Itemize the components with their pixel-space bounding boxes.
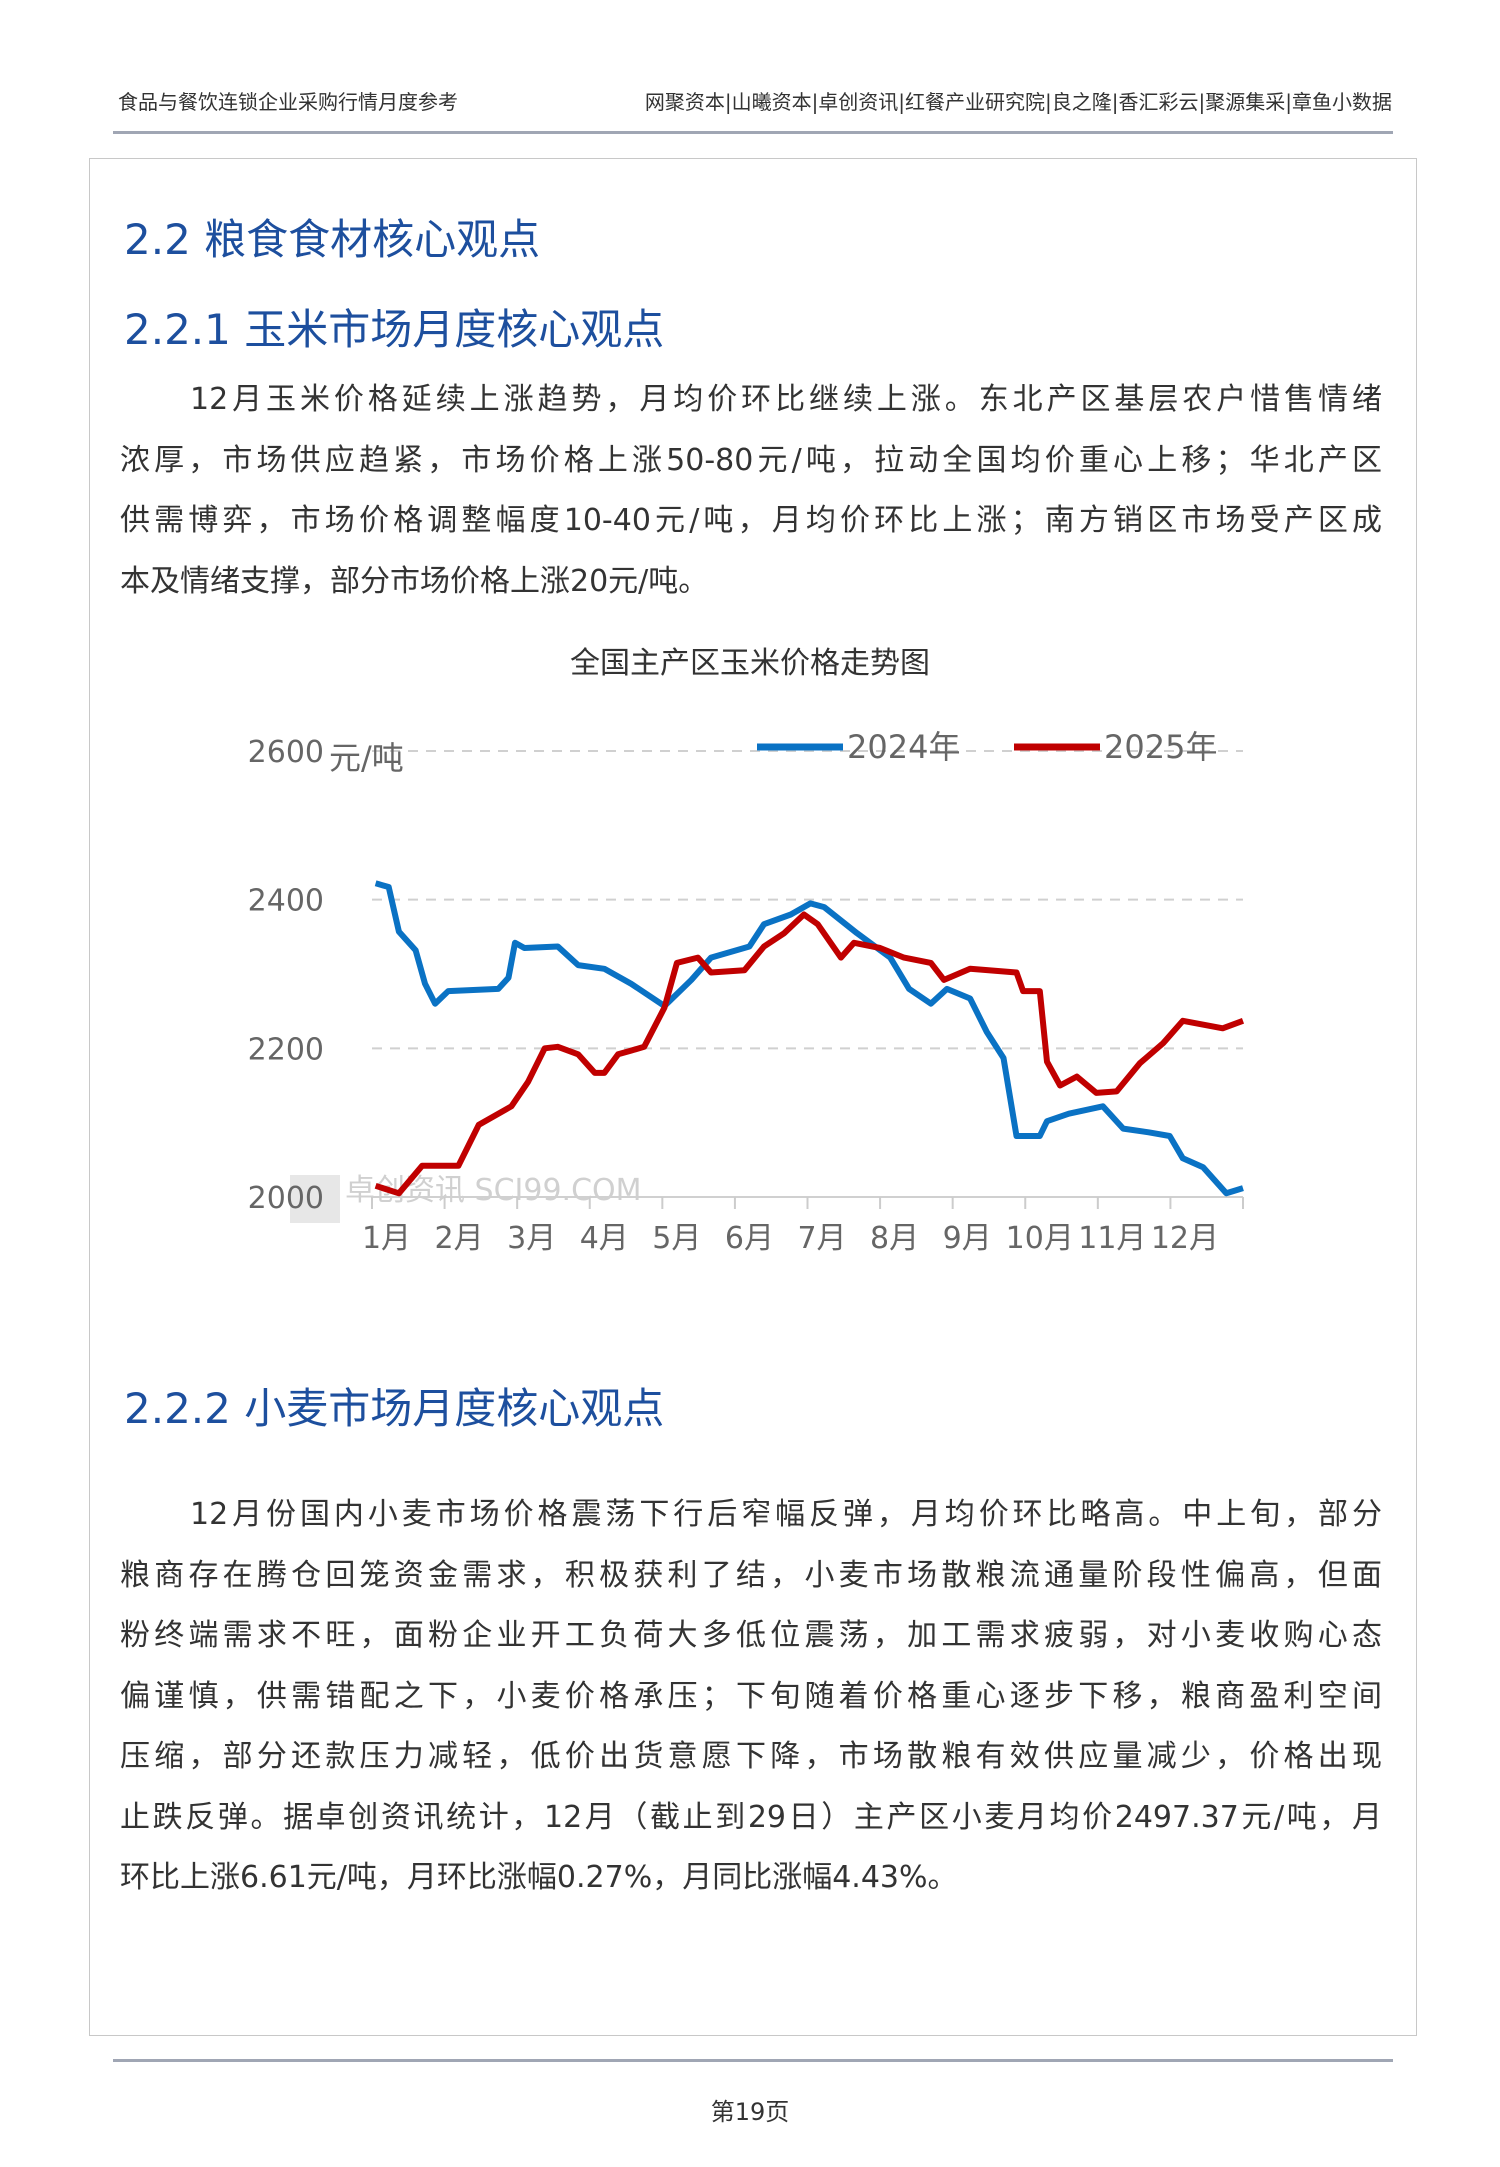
corn-paragraph: 12月玉米价格延续上涨趋势，月均价环比继续上涨。东北产区基层农户惜售情绪浓厚，市…: [120, 370, 1382, 612]
y-tick-label: 2000: [248, 1181, 324, 1216]
y-tick-label: 2200: [248, 1032, 324, 1067]
paragraph-line: 偏谨慎，供需错配之下，小麦价格承压；下旬随着价格重心逐步下移，粮商盈利空间: [120, 1678, 1382, 1714]
footer-divider: [113, 2059, 1393, 2062]
wheat-paragraph: 12月份国内小麦市场价格震荡下行后窄幅反弹，月均价环比略高。中上旬，部分粮商存在…: [120, 1485, 1382, 1909]
watermark-logo-icon: [290, 1175, 340, 1223]
y-tick-label: 2400: [248, 884, 324, 919]
paragraph-line: 供需博弈，市场价格调整幅度10-40元/吨，月均价环比上涨；南方销区市场受产区成: [120, 503, 1382, 538]
y-tick-label: 2600: [248, 735, 324, 770]
paragraph-line: 12月玉米价格延续上涨趋势，月均价环比继续上涨。东北产区基层农户惜售情绪: [190, 382, 1382, 417]
x-tick-label: 12月: [1151, 1221, 1219, 1256]
legend-label: 2025年: [1104, 728, 1217, 766]
paragraph-line: 粮商存在腾仓回笼资金需求，积极获利了结，小麦市场散粮流通量阶段性偏高，但面: [120, 1557, 1382, 1593]
x-tick-label: 5月: [652, 1221, 701, 1256]
paragraph-line: 止跌反弹。据卓创资讯统计，12月（截止到29日）主产区小麦月均价2497.37元…: [120, 1799, 1382, 1835]
paragraph-line: 环比上涨6.61元/吨，月环比涨幅0.27%，月同比涨幅4.43%。: [120, 1860, 958, 1895]
paragraph-line: 浓厚，市场供应趋紧，市场价格上涨50-80元/吨，拉动全国均价重心上移；华北产区: [120, 442, 1382, 478]
series-line-2025年: [374, 911, 1245, 1197]
x-tick-label: 10月: [1006, 1221, 1074, 1256]
x-tick-label: 11月: [1078, 1221, 1146, 1256]
paragraph-line: 本及情绪支撑，部分市场价格上涨20元/吨。: [120, 563, 709, 599]
paragraph-line: 粉终端需求不旺，面粉企业开工负荷大多低位震荡，加工需求疲弱，对小麦收购心态: [120, 1618, 1382, 1653]
x-tick-label: 9月: [943, 1221, 992, 1256]
x-tick-label: 8月: [870, 1221, 919, 1256]
x-tick-label: 4月: [580, 1221, 629, 1256]
x-tick-label: 6月: [725, 1221, 774, 1256]
chart-title: 全国主产区玉米价格走势图: [570, 646, 930, 681]
x-tick-label: 3月: [507, 1221, 556, 1256]
section-heading: 2.2 粮食食材核心观点: [124, 215, 541, 264]
legend-label: 2024年: [847, 728, 960, 766]
x-tick-label: 1月: [362, 1221, 411, 1256]
page-number: 第19页: [710, 2098, 790, 2126]
header-partners: 网聚资本|山曦资本|卓创资讯|红餐产业研究院|良之隆|香汇彩云|聚源集采|章鱼小…: [644, 90, 1392, 114]
x-tick-label: 7月: [797, 1221, 846, 1256]
content-frame: [89, 158, 1417, 2036]
header-title: 食品与餐饮连锁企业采购行情月度参考: [118, 90, 458, 114]
paragraph-line: 12月份国内小麦市场价格震荡下行后窄幅反弹，月均价环比略高。中上旬，部分: [190, 1497, 1382, 1532]
y-axis-unit: 元/吨: [329, 739, 404, 777]
x-tick-label: 2月: [435, 1221, 484, 1256]
series-line-2024年: [374, 880, 1244, 1197]
paragraph-line: 压缩，部分还款压力减轻，低价出货意愿下降，市场散粮有效供应量减少，价格出现: [120, 1739, 1382, 1774]
header-divider: [113, 131, 1393, 134]
corn-heading: 2.2.1 玉米市场月度核心观点: [124, 305, 665, 354]
wheat-heading: 2.2.2 小麦市场月度核心观点: [124, 1384, 665, 1433]
